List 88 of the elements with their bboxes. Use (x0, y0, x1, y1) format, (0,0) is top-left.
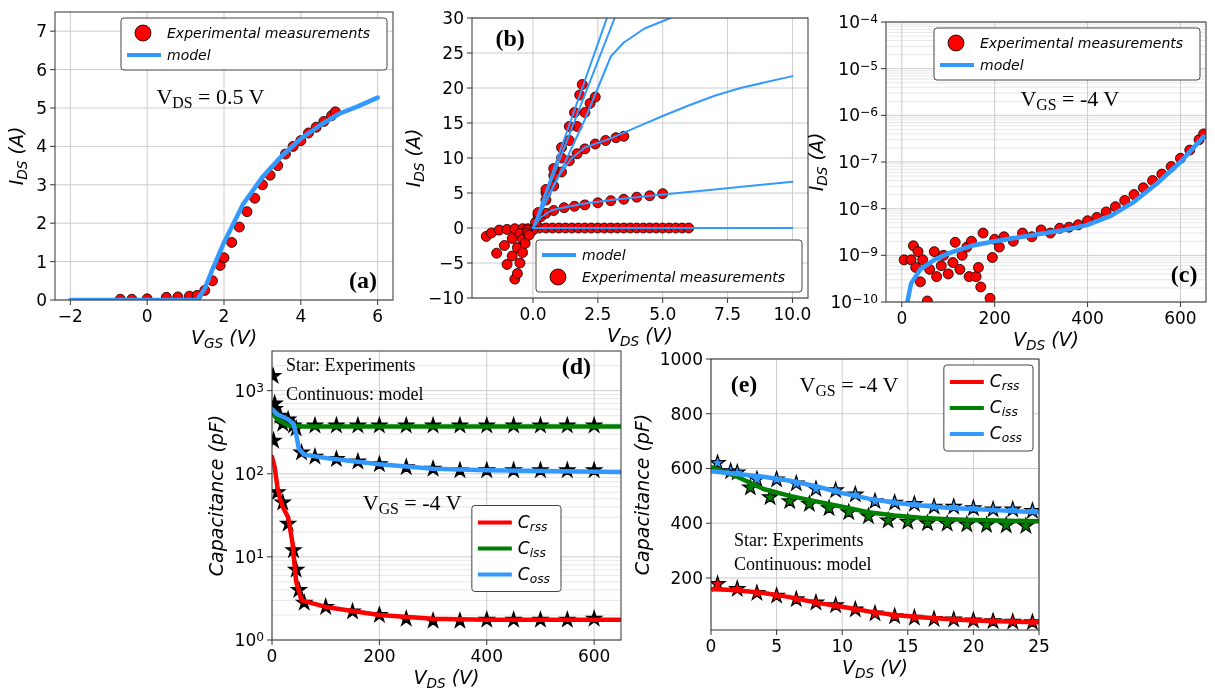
x-axis-title: V$_{DS}$ (V) (1012, 328, 1080, 353)
y-tick-label: 800 (670, 403, 703, 424)
y-tick-label: 4 (36, 136, 47, 157)
x-axis-title: V$_{GS}$ (V) (190, 326, 258, 351)
x-tick-label: 0 (705, 636, 717, 656)
annotation: (c) (1170, 261, 1198, 288)
annotation: (d) (561, 353, 592, 380)
x-axis-title: V$_{DS}$ (V) (413, 666, 480, 690)
y-tick-label: 10$^{−7}$ (838, 151, 878, 172)
x-tick-label: 7.5 (714, 304, 742, 324)
legend-label: C$_{rss}$ (517, 511, 549, 534)
x-tick-label: 0 (896, 308, 908, 328)
x-tick-label: 2.5 (584, 304, 612, 324)
legend-label: Experimental measurements (980, 35, 1184, 51)
y-tick-label: 1000 (659, 349, 703, 369)
y-tick-label: 2 (36, 213, 47, 234)
annotation: Continuous: model (733, 554, 872, 575)
x-tick-label: 20 (962, 636, 985, 656)
y-tick-label: −5 (438, 253, 464, 273)
y-tick-label: 10$^{−10}$ (830, 291, 878, 312)
legend-label: C$_{oss}$ (989, 423, 1023, 446)
legend-label: C$_{iss}$ (517, 537, 547, 560)
x-tick-label: 400 (1071, 308, 1104, 328)
x-tick-label: 5.0 (649, 304, 677, 324)
legend-label: model (980, 57, 1024, 73)
y-tick-label: 25 (442, 43, 464, 63)
legend-label: model (167, 47, 211, 63)
annotation: V$_{GS}$ = -4 V (1020, 86, 1120, 114)
y-tick-label: 10$^{2}$ (234, 463, 264, 484)
annotation: (e) (730, 370, 758, 397)
y-tick-label: 15 (442, 113, 464, 133)
y-tick-label: 10 (442, 148, 464, 168)
y-tick-label: 10$^{3}$ (234, 380, 264, 401)
y-tick-label: 5 (36, 98, 47, 118)
y-tick-label: 10$^{1}$ (234, 546, 264, 567)
annotation: V$_{DS}$ = 0.5 V (156, 84, 265, 112)
x-tick-label: 200 (978, 308, 1011, 328)
x-tick-label: 200 (363, 646, 396, 666)
y-tick-label: 0 (36, 290, 47, 310)
annotation: V$_{GS}$ = -4 V (799, 371, 899, 399)
y-tick-label: 3 (36, 174, 47, 195)
y-tick-label: 10$^{0}$ (234, 629, 264, 650)
annotation: (b) (495, 25, 525, 51)
x-tick-label: 25 (1028, 636, 1050, 656)
legend-label: C$_{rss}$ (989, 371, 1021, 394)
x-tick-label: 15 (896, 636, 919, 656)
x-tick-label: 6 (372, 306, 384, 326)
annotation: Continuous: model (285, 384, 424, 405)
annotation: V$_{GS}$ = -4 V (362, 489, 462, 518)
y-tick-label: 20 (442, 78, 464, 98)
y-tick-label: 0 (453, 218, 464, 238)
y-tick-label: 10$^{−6}$ (838, 104, 879, 126)
legend-label: model (582, 247, 626, 263)
legend-label: Experimental measurements (582, 269, 786, 285)
y-tick-label: 30 (442, 8, 464, 28)
y-tick-label: 400 (670, 513, 703, 534)
y-axis-title: Capacitance (pF) (205, 414, 227, 577)
x-tick-label: 10.0 (773, 304, 812, 324)
legend-label: C$_{oss}$ (517, 563, 551, 586)
y-tick-label: 200 (670, 567, 703, 588)
x-tick-label: 2 (218, 306, 230, 326)
x-tick-label: 5 (771, 636, 783, 656)
x-tick-label: 600 (577, 646, 611, 666)
x-tick-label: 0 (141, 306, 153, 326)
y-tick-label: 6 (36, 59, 47, 80)
y-tick-label: 10$^{−9}$ (838, 244, 878, 266)
annotation: Star: Experiments (733, 529, 864, 550)
x-axis-title: V$_{DS}$ (V) (606, 324, 674, 349)
y-tick-label: 600 (670, 458, 703, 479)
y-axis-title: Capacitance (pF) (631, 413, 653, 576)
y-tick-label: 10$^{−5}$ (838, 58, 878, 79)
x-tick-label: 600 (1164, 308, 1197, 328)
legend-label: Experimental measurements (167, 25, 371, 41)
x-tick-label: −2 (57, 306, 83, 326)
x-tick-label: 0 (266, 646, 278, 666)
y-tick-label: 10$^{−4}$ (838, 11, 879, 32)
x-tick-label: 400 (470, 646, 503, 666)
y-tick-label: −10 (428, 288, 464, 308)
annotation: (a) (349, 267, 378, 294)
y-tick-label: 5 (453, 183, 464, 203)
x-tick-label: 0.0 (519, 304, 547, 324)
y-tick-label: 7 (36, 21, 47, 42)
y-tick-label: 1 (36, 251, 47, 272)
y-tick-label: 10$^{−8}$ (838, 198, 878, 219)
x-axis-title: V$_{DS}$ (V) (841, 656, 909, 681)
annotation: Star: Experiments (285, 355, 416, 376)
legend-label: C$_{iss}$ (989, 397, 1019, 420)
x-tick-label: 4 (295, 306, 307, 326)
